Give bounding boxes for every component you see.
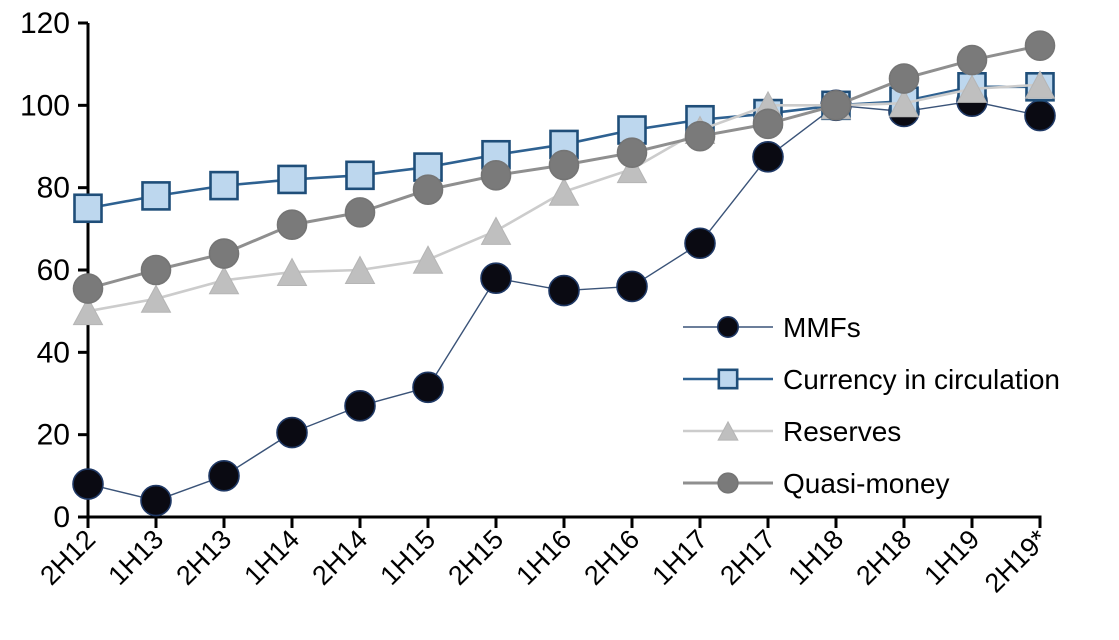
data-point-currency-in-circulation <box>73 193 103 224</box>
x-tick-label: 2H12 <box>34 524 101 591</box>
data-point-quasi-money <box>752 108 784 140</box>
data-point-quasi-money <box>956 44 988 76</box>
data-point-mmfs <box>412 371 444 404</box>
data-point-quasi-money <box>684 120 716 152</box>
legend-marker-reserves <box>717 420 739 441</box>
x-tick-label: 1H15 <box>374 524 441 591</box>
y-tick-label: 20 <box>37 419 70 452</box>
legend-label: Reserves <box>783 416 901 447</box>
data-point-reserves <box>208 265 240 295</box>
x-tick-label: 2H15 <box>442 524 509 591</box>
data-point-currency-in-circulation <box>277 164 307 195</box>
y-tick-label: 100 <box>20 89 70 122</box>
data-point-reserves <box>480 216 512 245</box>
x-tick-label: 1H19 <box>918 524 985 591</box>
data-point-reserves <box>72 296 104 326</box>
legend-marker-currency-in-circulation <box>717 368 739 390</box>
x-tick-label: 2H16 <box>578 524 645 591</box>
data-point-reserves <box>344 255 376 284</box>
data-point-mmfs <box>684 227 716 260</box>
legend-label: Currency in circulation <box>783 364 1060 395</box>
data-point-quasi-money <box>276 209 308 241</box>
data-point-quasi-money <box>820 90 852 121</box>
data-point-mmfs <box>752 140 784 173</box>
legend-label: Quasi-money <box>783 468 950 499</box>
data-point-reserves <box>276 257 308 287</box>
data-point-quasi-money <box>480 160 512 191</box>
data-point-currency-in-circulation <box>345 160 375 191</box>
legend-label: MMFs <box>783 312 861 343</box>
data-point-mmfs <box>480 262 512 295</box>
y-tick-label: 80 <box>37 172 70 205</box>
data-point-quasi-money <box>548 149 580 181</box>
data-point-quasi-money <box>888 63 920 94</box>
x-tick-label: 1H18 <box>782 524 849 591</box>
x-tick-label: 1H13 <box>102 524 169 591</box>
data-point-mmfs <box>616 270 648 303</box>
data-point-reserves <box>548 177 580 206</box>
data-point-reserves <box>616 154 648 184</box>
x-tick-label: 1H16 <box>510 524 577 591</box>
data-point-reserves <box>140 284 172 313</box>
data-point-quasi-money <box>412 174 444 206</box>
data-point-quasi-money <box>1024 30 1056 61</box>
y-tick-label: 120 <box>20 7 70 40</box>
data-point-currency-in-circulation <box>141 181 171 211</box>
data-point-mmfs <box>276 416 308 449</box>
legend-marker-mmfs <box>716 315 739 338</box>
data-point-reserves <box>412 245 444 274</box>
x-tick-label: 2H13 <box>170 524 237 591</box>
data-point-quasi-money <box>616 137 648 168</box>
data-point-currency-in-circulation <box>209 170 239 201</box>
y-tick-label: 0 <box>53 501 70 534</box>
data-point-mmfs <box>548 274 580 307</box>
data-point-quasi-money <box>140 254 172 286</box>
data-point-quasi-money <box>344 197 376 228</box>
x-tick-label: 2H17 <box>714 524 781 591</box>
data-point-mmfs <box>140 484 172 517</box>
data-point-reserves <box>956 74 988 103</box>
y-tick-label: 40 <box>37 336 70 369</box>
data-point-mmfs <box>72 468 104 500</box>
x-tick-label: 2H18 <box>850 524 917 591</box>
data-point-mmfs <box>1024 99 1056 132</box>
data-point-quasi-money <box>72 273 104 304</box>
x-tick-label: 1H14 <box>238 524 305 591</box>
data-point-mmfs <box>344 390 376 422</box>
data-point-mmfs <box>208 460 240 492</box>
x-tick-label: 2H14 <box>306 524 373 591</box>
data-point-reserves <box>1024 70 1056 99</box>
data-point-reserves <box>888 88 920 118</box>
x-tick-label: 2H19* <box>979 524 1054 599</box>
x-tick-label: 1H17 <box>646 524 713 591</box>
legend-marker-quasi-money <box>717 472 739 494</box>
data-point-quasi-money <box>208 238 240 269</box>
y-tick-label: 60 <box>37 254 70 287</box>
